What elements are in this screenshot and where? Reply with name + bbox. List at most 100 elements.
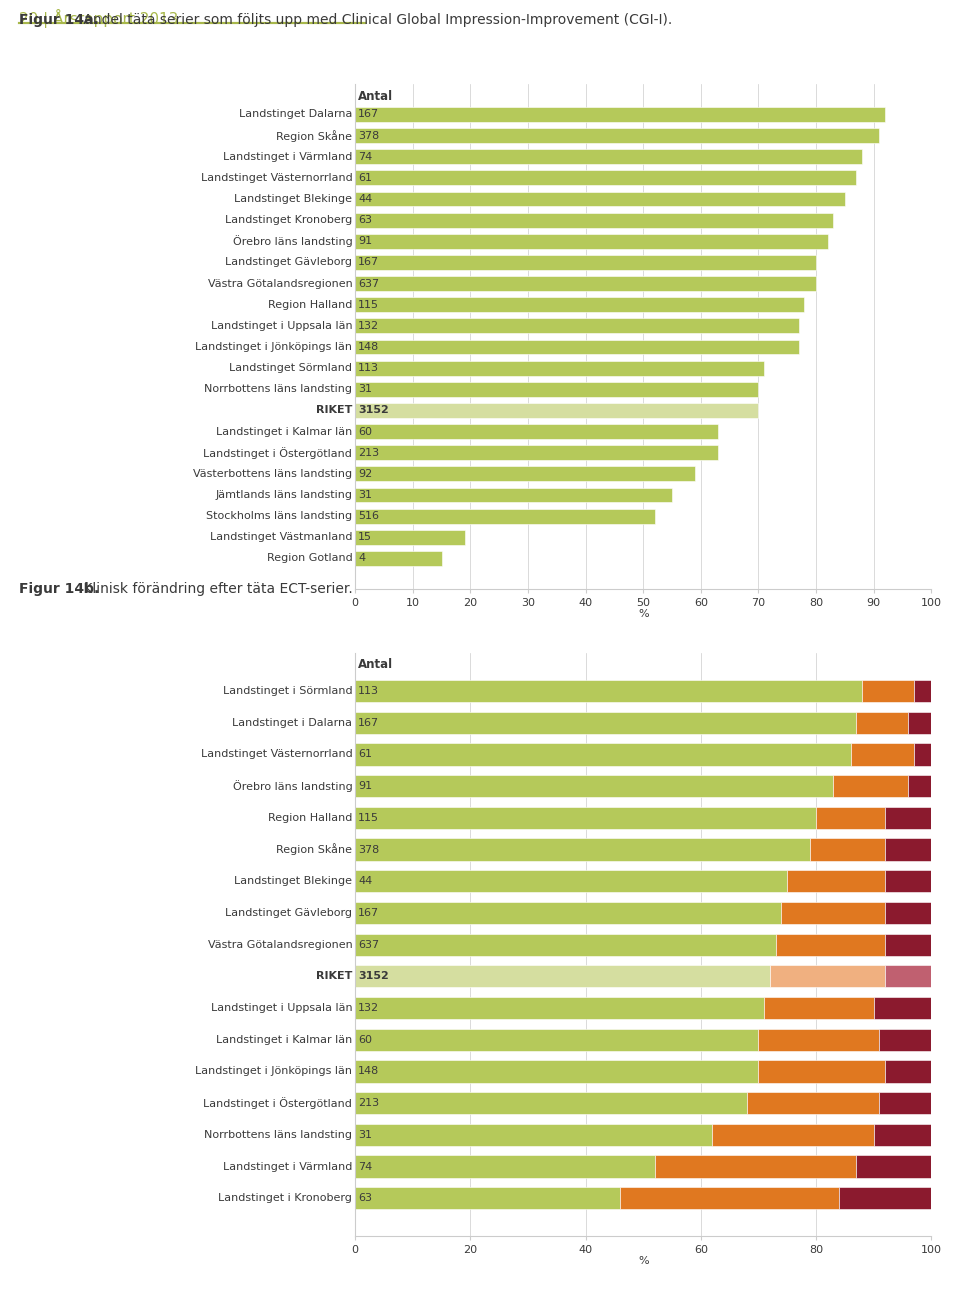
- Bar: [355, 339, 799, 355]
- Text: Region Skåne: Region Skåne: [276, 129, 352, 141]
- Text: 20 | Årsrapport 2013: 20 | Årsrapport 2013: [19, 9, 179, 28]
- Bar: [355, 149, 862, 164]
- Text: Klinisk förändring efter täta ECT-serier.: Klinisk förändring efter täta ECT-serier…: [79, 582, 352, 597]
- Text: 167: 167: [358, 110, 379, 119]
- Text: 74: 74: [358, 1162, 372, 1171]
- Bar: [851, 743, 914, 766]
- Bar: [712, 1123, 874, 1146]
- Bar: [355, 1029, 758, 1051]
- Bar: [355, 775, 833, 797]
- Text: 148: 148: [358, 342, 379, 352]
- Bar: [355, 965, 770, 987]
- Bar: [355, 870, 787, 893]
- Text: 31: 31: [358, 1130, 372, 1140]
- Bar: [355, 466, 695, 481]
- Bar: [655, 1156, 856, 1178]
- Bar: [355, 298, 804, 312]
- Text: 74: 74: [358, 151, 372, 162]
- Text: Landstinget i Kalmar län: Landstinget i Kalmar län: [216, 1035, 352, 1044]
- Bar: [874, 1123, 931, 1146]
- Bar: [885, 965, 931, 987]
- Bar: [355, 996, 764, 1020]
- Text: Landstinget Kronoberg: Landstinget Kronoberg: [225, 215, 352, 225]
- X-axis label: %: %: [637, 609, 649, 620]
- Bar: [355, 529, 465, 545]
- Text: Landstinget Blekinge: Landstinget Blekinge: [234, 194, 352, 204]
- Text: Landstinget i Värmland: Landstinget i Värmland: [223, 151, 352, 162]
- Text: 213: 213: [358, 1099, 379, 1108]
- Text: Region Halland: Region Halland: [268, 813, 352, 823]
- Bar: [839, 1187, 931, 1210]
- Bar: [833, 775, 908, 797]
- Text: 61: 61: [358, 173, 372, 182]
- Text: 113: 113: [358, 686, 379, 696]
- Text: Norrbottens läns landsting: Norrbottens läns landsting: [204, 384, 352, 395]
- Bar: [758, 1060, 885, 1083]
- Text: RIKET: RIKET: [316, 405, 352, 415]
- Bar: [620, 1187, 839, 1210]
- Bar: [776, 933, 885, 956]
- Bar: [856, 712, 908, 734]
- Text: Landstinget Gävleborg: Landstinget Gävleborg: [226, 258, 352, 268]
- Text: 378: 378: [358, 845, 379, 854]
- Text: 167: 167: [358, 258, 379, 268]
- Text: 378: 378: [358, 131, 379, 141]
- Bar: [885, 839, 931, 861]
- Bar: [355, 212, 833, 228]
- Text: 44: 44: [358, 876, 372, 886]
- Bar: [355, 679, 862, 703]
- Bar: [908, 712, 931, 734]
- Text: 637: 637: [358, 278, 379, 289]
- Bar: [879, 1092, 931, 1114]
- Bar: [355, 509, 655, 524]
- Bar: [810, 839, 885, 861]
- Text: Landstinget i Kalmar län: Landstinget i Kalmar län: [216, 427, 352, 436]
- Text: Landstinget i Värmland: Landstinget i Värmland: [223, 1162, 352, 1171]
- Text: Landstinget i Jönköpings län: Landstinget i Jönköpings län: [195, 342, 352, 352]
- Bar: [355, 361, 764, 375]
- Text: Andel täta serier som följts upp med Clinical Global Impression-Improvement (CGI: Andel täta serier som följts upp med Cli…: [79, 13, 672, 27]
- Text: Örebro läns landsting: Örebro läns landsting: [232, 236, 352, 247]
- Bar: [874, 996, 931, 1020]
- Text: 115: 115: [358, 300, 379, 309]
- Text: 113: 113: [358, 364, 379, 373]
- Text: 213: 213: [358, 448, 379, 458]
- Text: 637: 637: [358, 939, 379, 950]
- Text: 516: 516: [358, 511, 379, 521]
- Bar: [355, 402, 758, 418]
- Text: Landstinget Västmanland: Landstinget Västmanland: [210, 532, 352, 542]
- Text: Antal: Antal: [358, 91, 394, 104]
- Text: 61: 61: [358, 749, 372, 760]
- Bar: [885, 1060, 931, 1083]
- Text: 92: 92: [358, 468, 372, 479]
- Bar: [355, 488, 672, 502]
- Bar: [856, 1156, 931, 1178]
- Text: Landstinget i Dalarna: Landstinget i Dalarna: [232, 718, 352, 727]
- Text: Örebro läns landsting: Örebro läns landsting: [232, 780, 352, 792]
- Bar: [885, 870, 931, 893]
- Bar: [355, 743, 851, 766]
- Text: Figur 14b.: Figur 14b.: [19, 582, 100, 597]
- Bar: [770, 965, 885, 987]
- Text: Norrbottens läns landsting: Norrbottens läns landsting: [204, 1130, 352, 1140]
- Text: 132: 132: [358, 321, 379, 331]
- Text: Stockholms läns landsting: Stockholms läns landsting: [206, 511, 352, 521]
- Text: 63: 63: [358, 215, 372, 225]
- Text: Antal: Antal: [358, 657, 394, 670]
- Text: 60: 60: [358, 1035, 372, 1044]
- Text: Västra Götalandsregionen: Västra Götalandsregionen: [207, 939, 352, 950]
- Bar: [355, 234, 828, 248]
- Text: Region Gotland: Region Gotland: [267, 554, 352, 563]
- Bar: [355, 1187, 620, 1210]
- Bar: [747, 1092, 879, 1114]
- Bar: [355, 128, 879, 144]
- Bar: [355, 839, 810, 861]
- Text: 63: 63: [358, 1193, 372, 1203]
- Text: 115: 115: [358, 813, 379, 823]
- Text: Västra Götalandsregionen: Västra Götalandsregionen: [207, 278, 352, 289]
- Text: 44: 44: [358, 194, 372, 204]
- Bar: [885, 806, 931, 829]
- Text: 167: 167: [358, 718, 379, 727]
- Bar: [885, 933, 931, 956]
- Bar: [355, 424, 718, 439]
